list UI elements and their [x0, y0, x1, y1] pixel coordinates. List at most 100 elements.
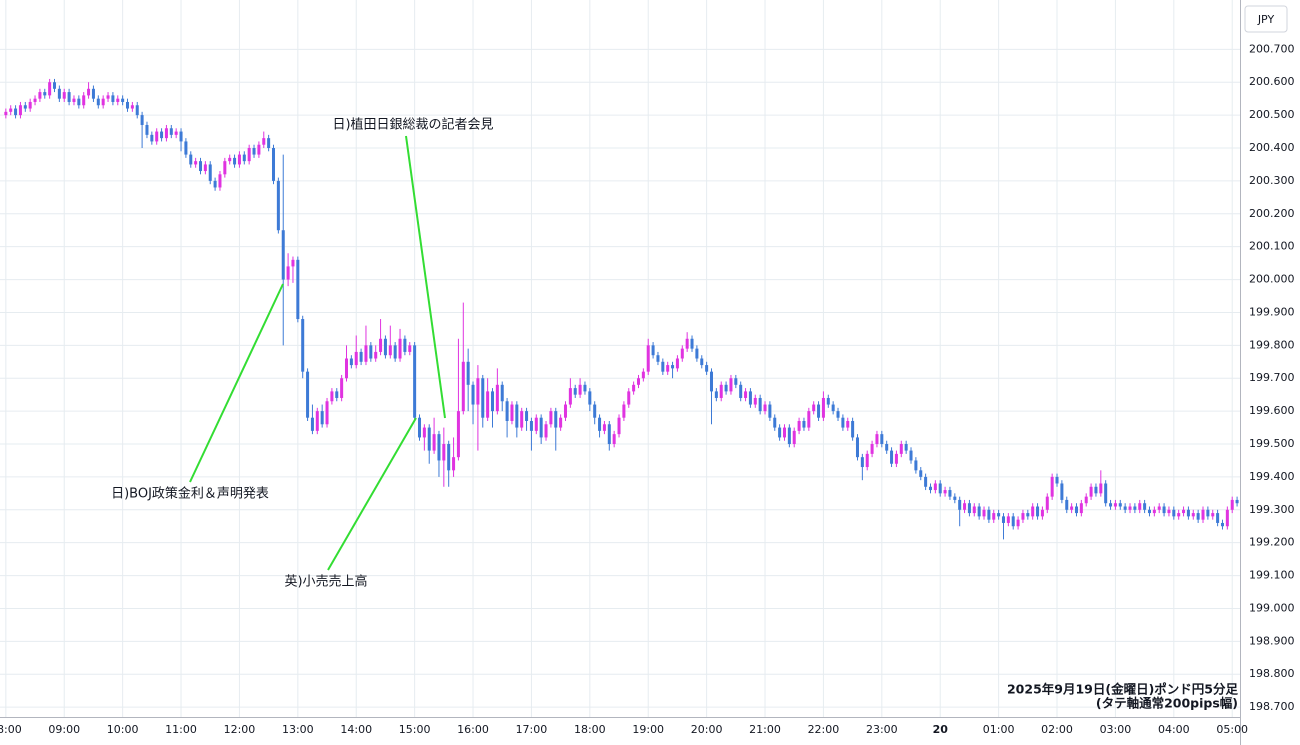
note: 2025年9月19日(金曜日)ポンド円5分足 [1007, 682, 1239, 697]
candle-body [583, 384, 587, 392]
candle-body [150, 134, 154, 142]
candle-body [544, 424, 548, 438]
candle-body [452, 457, 456, 471]
candle-body [320, 411, 324, 425]
candle-body [140, 115, 144, 125]
y-tick-label: 200.700 [1249, 42, 1295, 55]
candle-body [359, 351, 363, 362]
y-tick-label: 200.000 [1249, 273, 1295, 286]
candle-body [685, 338, 689, 349]
candle-body [1157, 506, 1161, 510]
candle-body [262, 138, 266, 145]
currency-box [1244, 5, 1288, 33]
candle-body [943, 490, 947, 494]
candle-body [393, 345, 397, 359]
candle-body [296, 259, 300, 320]
candle-body [666, 365, 670, 372]
candle-body [880, 434, 884, 445]
candle-body [486, 391, 490, 418]
candle-body [257, 144, 261, 155]
candle-body [719, 384, 723, 398]
candle-body [9, 108, 13, 112]
x-tick-label: 20 [933, 723, 949, 736]
candle-body [865, 453, 869, 468]
candle-body [948, 490, 952, 497]
candle-body [593, 404, 597, 418]
candle-body [1016, 519, 1020, 527]
candle-body [744, 391, 748, 398]
candle-body [1021, 513, 1025, 520]
candle-body [242, 154, 246, 162]
candle-body [116, 98, 120, 102]
candle-body [194, 161, 198, 165]
candle-body [335, 391, 339, 398]
candle-body [563, 404, 568, 418]
candle-body [87, 88, 91, 96]
candle-body [885, 444, 889, 451]
candle-body [758, 397, 762, 412]
candle-body [924, 476, 928, 487]
candle-body [267, 138, 271, 149]
candle-body [340, 378, 344, 398]
candle-body [213, 180, 217, 188]
candle-body [218, 174, 222, 188]
candle-body [1040, 509, 1044, 517]
candle-body [641, 371, 645, 379]
candle-body [1011, 516, 1015, 527]
candle-body [997, 513, 1001, 517]
candle-body [831, 404, 835, 412]
candle-body [539, 417, 543, 438]
candle-body [1235, 499, 1239, 504]
candle-body [748, 391, 752, 405]
candle-body [461, 361, 465, 412]
candle-body [62, 92, 66, 99]
candle-body [364, 345, 368, 362]
x-tick-label: 08:00 [0, 723, 22, 736]
candle-body [651, 345, 655, 356]
x-tick-label: 04:00 [1158, 723, 1190, 736]
candle-body [967, 503, 971, 514]
candle-body [1123, 506, 1127, 510]
candle-body [695, 348, 699, 359]
y-tick-label: 200.200 [1249, 207, 1295, 220]
candle-body [559, 417, 563, 428]
candle-body [680, 348, 684, 359]
candle-body [466, 361, 470, 385]
candle-body [43, 92, 47, 96]
candle-body [413, 345, 417, 418]
candle-body [1084, 496, 1088, 504]
candle-body [374, 351, 378, 359]
candle-body [573, 388, 577, 395]
candle-body [383, 338, 387, 356]
candle-body [578, 384, 582, 395]
candle-body [184, 141, 188, 155]
candle-body [763, 404, 767, 412]
y-tick-label: 199.500 [1249, 437, 1295, 450]
candle-body [636, 378, 641, 385]
candle-body [904, 444, 908, 451]
x-tick-label: 11:00 [165, 723, 197, 736]
candle-body [860, 457, 864, 468]
candle-body [1094, 486, 1098, 494]
y-tick-label: 199.700 [1249, 371, 1295, 384]
candle-body [237, 154, 241, 165]
candle-body [919, 470, 923, 477]
candle-body [1196, 513, 1200, 520]
candle-body [145, 124, 149, 135]
candle-body [826, 397, 830, 405]
candle-body [612, 434, 616, 445]
candle-body [4, 111, 8, 116]
candle-body [111, 95, 115, 102]
candle-body [349, 358, 353, 366]
candle-body [315, 411, 319, 431]
y-tick-label: 199.400 [1249, 470, 1295, 483]
candle-body [909, 450, 913, 461]
x-tick-label: 20:00 [691, 723, 723, 736]
candle-body [607, 424, 611, 445]
x-tick-label: 17:00 [516, 723, 548, 736]
candle-body [447, 444, 451, 471]
annotation-line [405, 135, 446, 419]
candle-body [476, 378, 480, 405]
candle-body [671, 365, 675, 369]
